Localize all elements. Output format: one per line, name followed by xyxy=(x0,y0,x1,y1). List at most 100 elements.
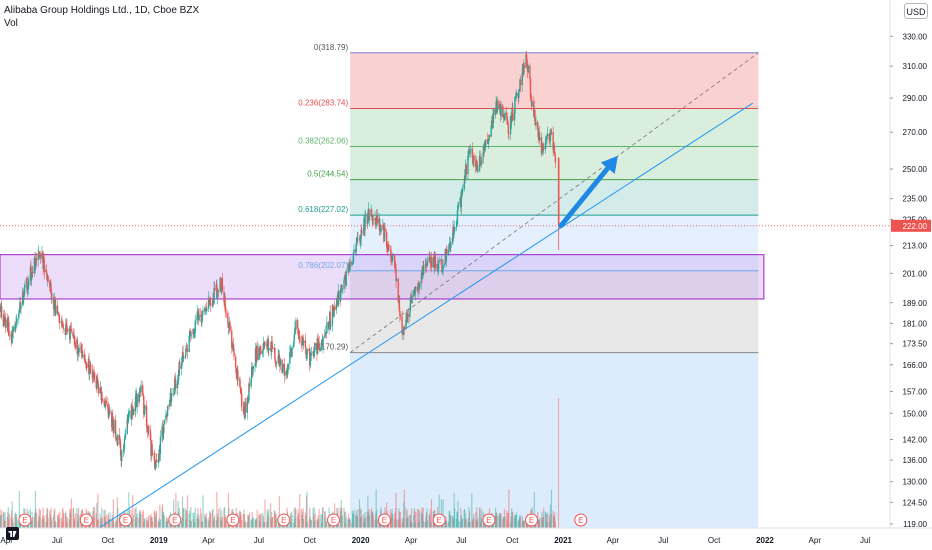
volume-bar xyxy=(59,512,61,528)
candle-body xyxy=(308,349,310,351)
volume-bar xyxy=(147,520,149,528)
candle-body xyxy=(170,394,173,403)
volume-bar xyxy=(72,507,75,528)
volume-bar xyxy=(421,508,423,528)
candle-body xyxy=(371,216,373,221)
volume-bar xyxy=(512,512,514,528)
volume-bar xyxy=(139,511,142,528)
volume-bar xyxy=(69,508,71,528)
earnings-marker-label: E xyxy=(382,516,387,525)
volume-bar xyxy=(546,522,548,528)
volume-bar xyxy=(206,518,208,528)
candle-body xyxy=(144,405,146,410)
candle-body xyxy=(494,108,496,115)
volume-bar xyxy=(500,513,502,528)
candle-body xyxy=(131,405,133,411)
candle-body xyxy=(192,329,195,334)
candle-body xyxy=(441,269,444,273)
volume-bar xyxy=(201,521,203,528)
candle-body xyxy=(484,139,487,148)
volume-bar xyxy=(289,513,291,528)
volume-bar xyxy=(429,509,431,528)
candle-body xyxy=(548,133,550,140)
candle-body xyxy=(246,397,248,413)
volume-bar xyxy=(92,507,95,528)
candle-body xyxy=(486,139,489,141)
volume-bar xyxy=(547,512,549,528)
currency-button[interactable]: USD xyxy=(904,3,928,19)
volume-bar xyxy=(157,521,159,528)
candle-body xyxy=(309,353,312,366)
candle-body xyxy=(479,163,482,164)
fib-level-label: 0.5(244.54) xyxy=(307,170,348,179)
candle-body xyxy=(127,414,130,423)
candle-body xyxy=(406,313,409,321)
volume-bar xyxy=(361,516,363,528)
candle-body xyxy=(393,255,396,262)
volume-bar xyxy=(162,512,164,528)
candle-body xyxy=(453,231,455,235)
volume-bar xyxy=(244,521,247,528)
candle-body xyxy=(163,419,165,425)
candle-body xyxy=(231,330,233,348)
volume-bar xyxy=(167,520,169,528)
volume-bar xyxy=(465,519,467,528)
volume-bar xyxy=(325,522,327,528)
volume-bar xyxy=(403,502,405,528)
candle-body xyxy=(545,139,547,143)
volume-bar xyxy=(138,512,140,528)
volume-bar xyxy=(97,518,100,528)
candle-body xyxy=(96,377,98,388)
volume-bar xyxy=(14,514,16,528)
volume-bar xyxy=(430,522,432,528)
candle-body xyxy=(423,266,425,275)
fib-band xyxy=(350,108,759,147)
candle-body xyxy=(73,339,76,343)
volume-bar xyxy=(77,520,79,528)
candle-body xyxy=(90,364,92,370)
volume-bar xyxy=(145,517,148,528)
volume-bar xyxy=(456,511,458,528)
candle-body xyxy=(224,296,226,310)
volume-bar xyxy=(103,516,106,528)
candle-body xyxy=(534,110,536,122)
candle-body xyxy=(128,410,130,415)
candle-body xyxy=(159,436,162,455)
candle-body xyxy=(56,305,59,314)
candle-body xyxy=(465,164,467,175)
candle-body xyxy=(50,282,52,292)
volume-bar xyxy=(142,509,144,528)
candle-body xyxy=(0,306,2,312)
candle-body xyxy=(158,454,160,463)
volume-bar xyxy=(103,509,105,528)
volume-bar xyxy=(259,515,262,528)
volume-bar xyxy=(496,515,498,528)
candle-body xyxy=(514,97,516,115)
volume-bar xyxy=(147,518,149,528)
volume-bar xyxy=(302,507,304,528)
candle-body xyxy=(403,326,405,335)
volume-bar xyxy=(93,507,96,528)
volume-bar xyxy=(345,516,347,528)
candle-body xyxy=(392,255,394,256)
candle-body xyxy=(331,304,334,325)
volume-bar xyxy=(205,517,207,528)
volume-bar xyxy=(251,519,253,528)
volume-bar xyxy=(134,518,137,528)
candle-body xyxy=(405,319,407,330)
volume-bar xyxy=(521,515,523,528)
volume-bar xyxy=(180,521,183,528)
candle-body xyxy=(481,157,483,164)
candle-body xyxy=(229,323,231,331)
volume-bar xyxy=(523,520,525,528)
volume-bar xyxy=(550,489,553,528)
volume-bar xyxy=(189,520,191,528)
volume-bar xyxy=(210,513,212,528)
candle-body xyxy=(437,269,439,272)
volume-bar xyxy=(539,517,541,528)
volume-bar xyxy=(409,514,412,528)
price-tick-label: 189.00 xyxy=(903,299,928,308)
volume-bar xyxy=(158,522,160,528)
volume-bar xyxy=(465,513,467,528)
